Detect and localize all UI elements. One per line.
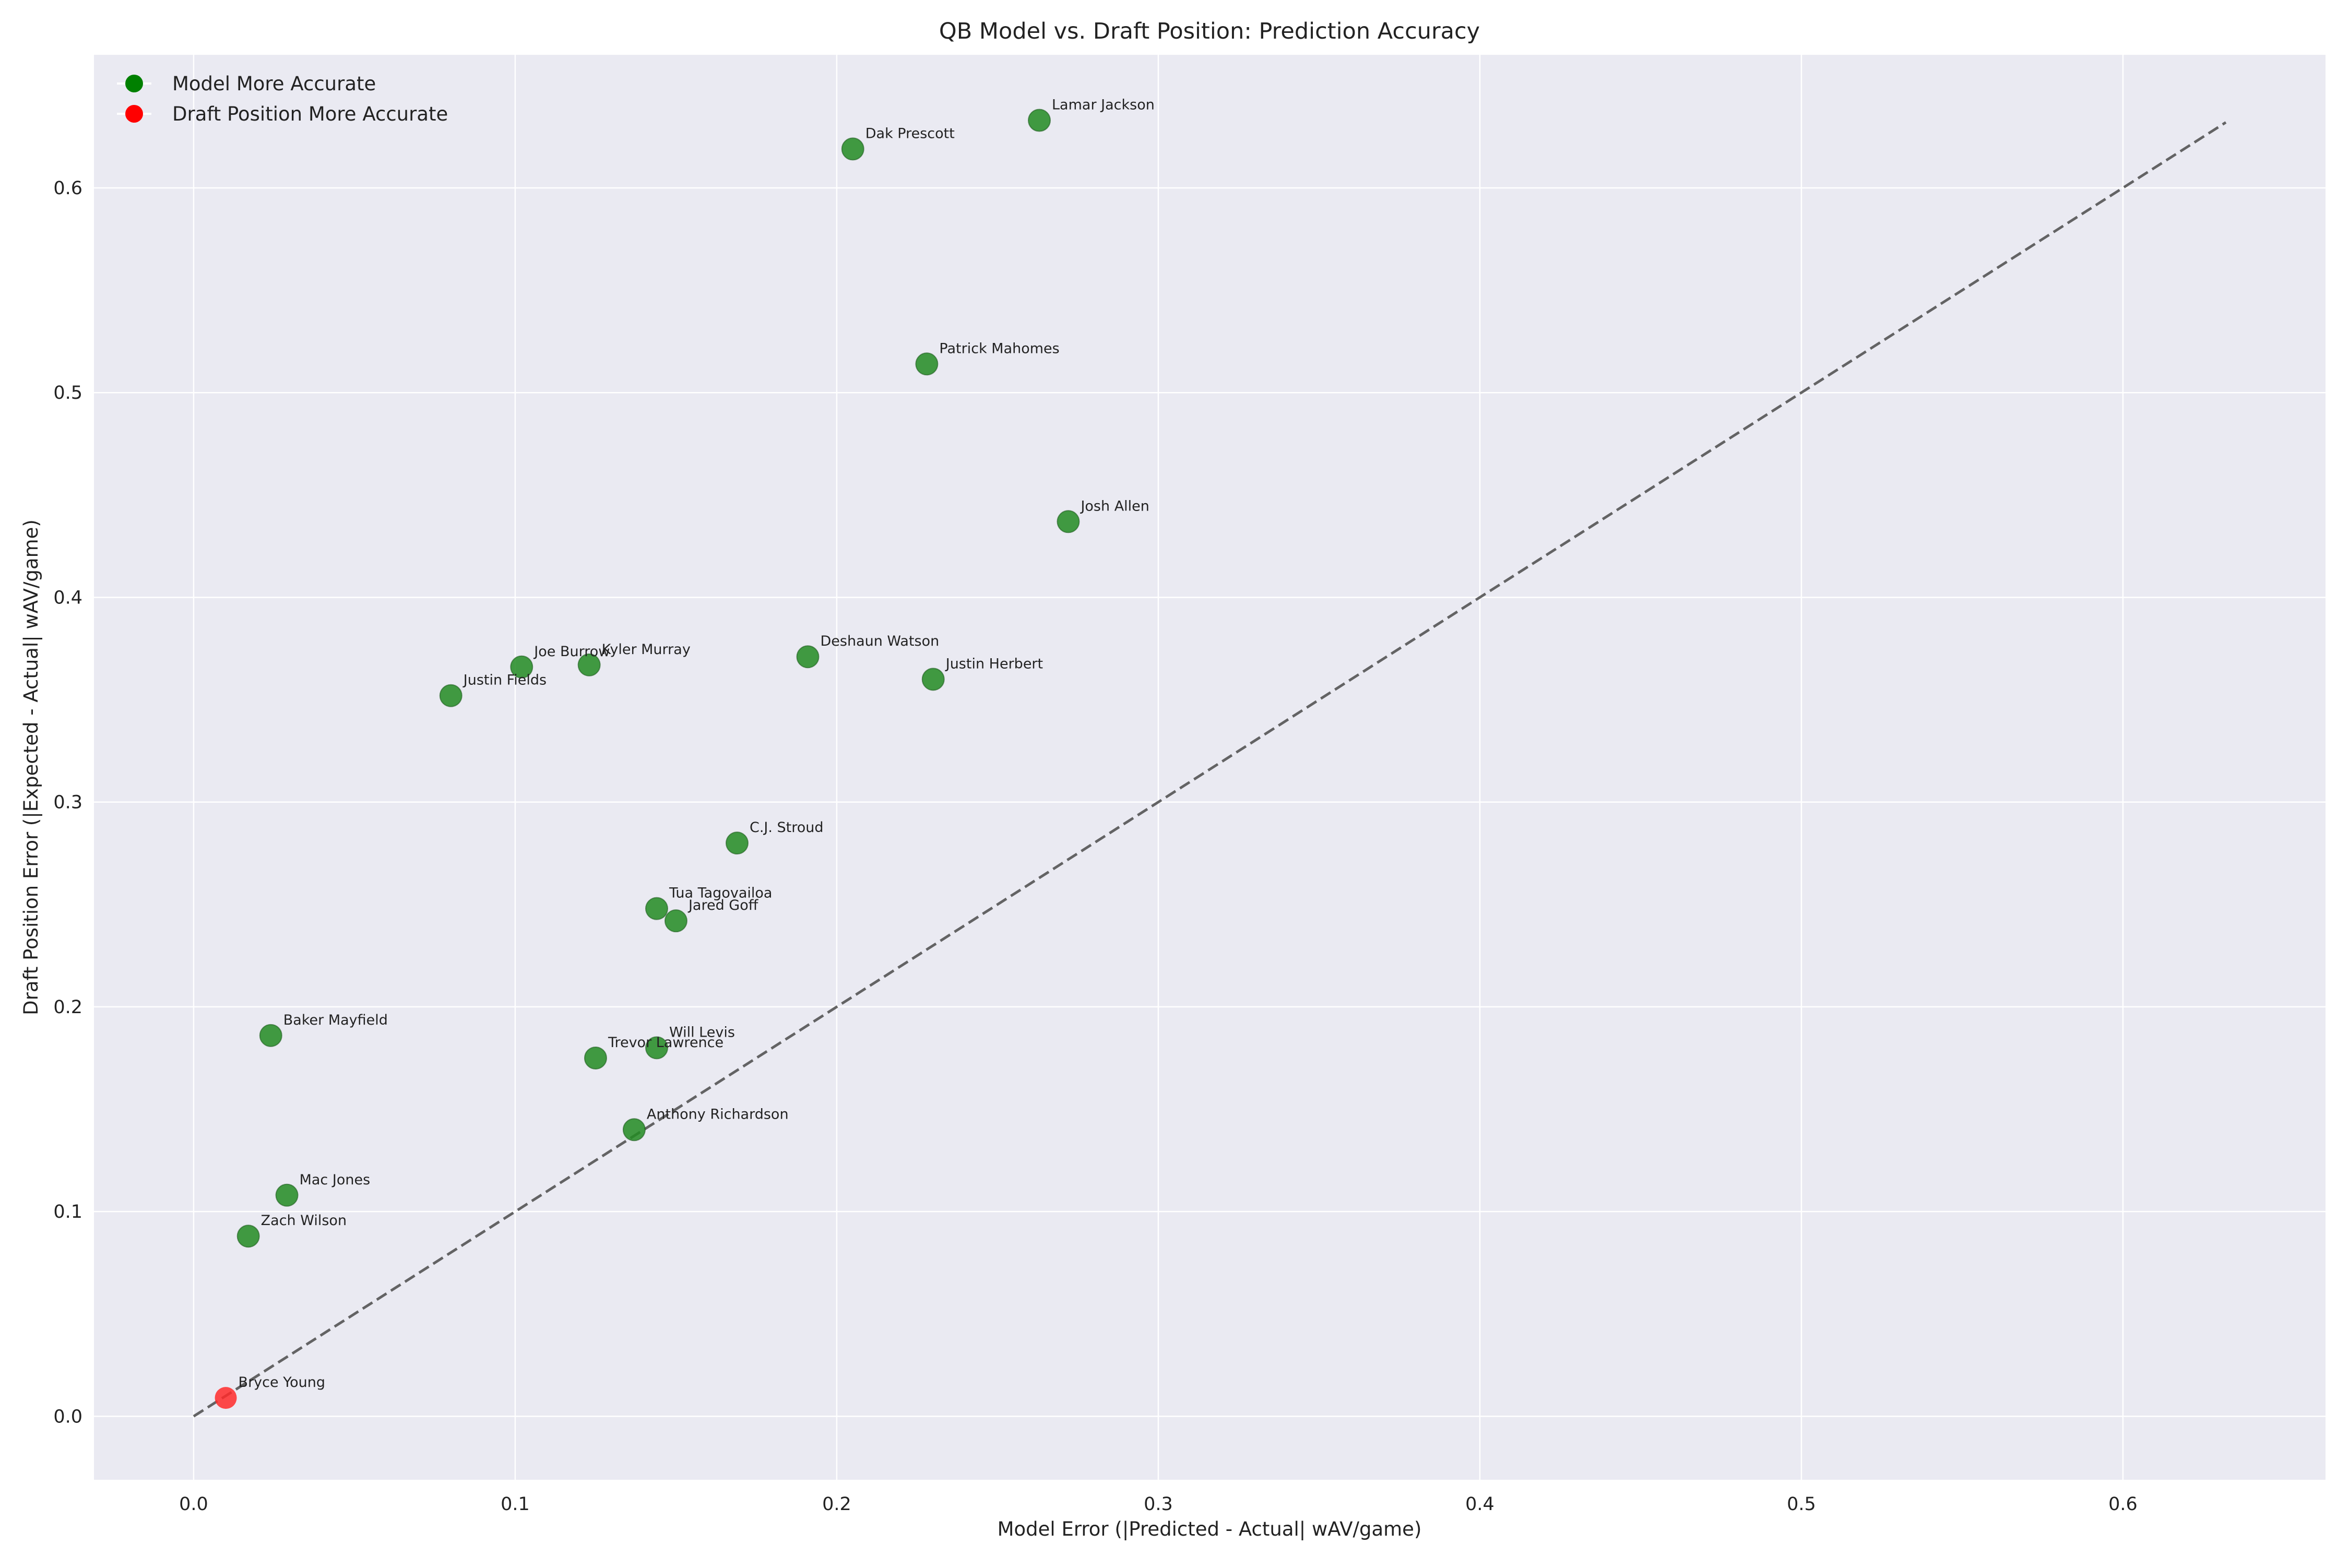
legend: Model More Accurate Draft Position More …: [117, 73, 448, 125]
x-tick-label: 0.0: [179, 1494, 208, 1515]
y-tick-label: 0.2: [53, 997, 82, 1018]
point-label: Mac Jones: [300, 1172, 371, 1188]
data-point: [259, 1024, 282, 1047]
x-tick-label: 0.5: [1787, 1494, 1816, 1515]
y-tick-label: 0.4: [53, 587, 82, 608]
point-label: Tua Tagovailoa: [669, 885, 772, 901]
data-point: [1057, 510, 1080, 533]
reference-line-group: [193, 121, 2227, 1418]
data-point: [921, 668, 945, 691]
data-point: [664, 909, 687, 933]
x-tick-label: 0.1: [501, 1494, 530, 1515]
data-point: [796, 645, 820, 669]
data-point: [1028, 109, 1051, 132]
point-label: Justin Herbert: [945, 656, 1043, 672]
legend-marker-model: [125, 75, 143, 92]
y-tick-label: 0.6: [53, 178, 82, 199]
data-point: [584, 1046, 607, 1070]
data-point: [915, 352, 939, 376]
reference-line: [193, 121, 2227, 1418]
data-point: [236, 1225, 260, 1248]
x-tick-label: 0.2: [822, 1494, 851, 1515]
legend-marker-draft: [125, 105, 143, 123]
y-tick-label: 0.0: [53, 1406, 82, 1427]
x-tick-label: 0.4: [1465, 1494, 1494, 1515]
point-label: Baker Mayfield: [283, 1012, 388, 1028]
data-point: [439, 684, 462, 707]
point-label: Zach Wilson: [261, 1213, 347, 1229]
data-point: [510, 655, 533, 679]
x-tick-label: 0.6: [2108, 1494, 2138, 1515]
point-label: Jared Goff: [687, 897, 759, 913]
data-point: [215, 1387, 237, 1409]
data-point: [841, 137, 864, 161]
point-label: Lamar Jackson: [1052, 97, 1155, 113]
point-label: Will Levis: [669, 1024, 735, 1040]
point-label: Deshaun Watson: [821, 633, 940, 649]
data-point: [645, 1036, 668, 1060]
point-label: Justin Fields: [462, 672, 547, 688]
data-point: [622, 1118, 646, 1142]
x-tick-label: 0.3: [1144, 1494, 1173, 1515]
data-points: [215, 109, 1080, 1409]
data-point: [275, 1183, 299, 1207]
point-label: Kyler Murray: [602, 642, 691, 658]
x-axis-label: Model Error (|Predicted - Actual| wAV/ga…: [998, 1518, 1422, 1540]
y-axis-label: Draft Position Error (|Expected - Actual…: [20, 519, 42, 1015]
point-label: Josh Allen: [1079, 498, 1149, 514]
point-labels: Lamar Jackson Dak Prescott Patrick Mahomes…: [239, 97, 1155, 1391]
grid: [94, 55, 2326, 1480]
data-point: [645, 897, 668, 920]
y-tick-label: 0.5: [53, 383, 82, 403]
chart-title: QB Model vs. Draft Position: Prediction …: [939, 18, 1480, 44]
point-label: Anthony Richardson: [647, 1106, 789, 1122]
y-axis-ticks: 0.0 0.1 0.2 0.3 0.4 0.5 0.6: [53, 178, 82, 1427]
plot-area: [94, 55, 2326, 1480]
legend-label-model: Model More Accurate: [172, 73, 376, 95]
point-label: Joe Burrow: [533, 644, 610, 660]
y-tick-label: 0.1: [53, 1202, 82, 1222]
y-tick-label: 0.3: [53, 792, 82, 813]
data-point: [725, 831, 749, 855]
legend-label-draft: Draft Position More Accurate: [172, 103, 448, 125]
point-label: C.J. Stroud: [750, 819, 824, 836]
x-axis-ticks: 0.0 0.1 0.2 0.3 0.4 0.5 0.6: [179, 1494, 2138, 1515]
point-label: Trevor Lawrence: [608, 1035, 723, 1051]
point-label: Patrick Mahomes: [939, 340, 1059, 357]
point-label: Bryce Young: [239, 1374, 325, 1391]
point-label: Dak Prescott: [865, 125, 955, 141]
data-point: [577, 653, 601, 676]
